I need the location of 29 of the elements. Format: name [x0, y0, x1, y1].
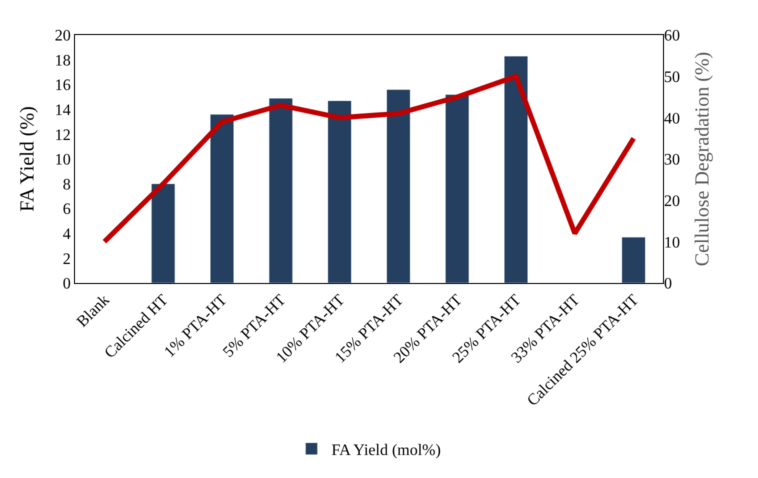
y-tick-label: 14	[54, 102, 71, 119]
bar	[622, 236, 646, 283]
y-tick-label: 2	[62, 250, 71, 268]
y2-tick-label: 30	[664, 152, 680, 169]
y-tick-label: 8	[62, 176, 71, 194]
y2-tick-label: 20	[664, 192, 680, 210]
legend-label: FA Yield (mol%)	[332, 442, 441, 459]
y-axis-title: FA Yield (%)	[16, 106, 38, 212]
y2-tick-label: 40	[664, 110, 680, 128]
bar	[268, 98, 293, 283]
y-tick-label: 0	[62, 276, 71, 293]
y2-tick-label: 50	[664, 68, 680, 86]
bar	[386, 89, 410, 283]
y-tick-label: 20	[54, 28, 71, 45]
bar	[210, 114, 234, 283]
bar	[151, 184, 176, 283]
y2-tick-label: 60	[664, 28, 680, 45]
y-tick-label: 12	[54, 126, 71, 144]
y2-tick-label: 10	[664, 234, 680, 252]
y-tick-label: 16	[54, 77, 71, 94]
y-tick-label: 10	[54, 152, 71, 169]
bar	[445, 94, 470, 283]
y2-axis-title: Cellulose Degradation (%)	[692, 52, 714, 266]
y-tick-label: 4	[62, 226, 71, 243]
y2-tick-label: 0	[664, 276, 672, 293]
y-tick-label: 6	[62, 201, 71, 218]
bar	[328, 100, 352, 283]
y-tick-label: 18	[54, 52, 71, 70]
bar	[504, 56, 528, 283]
